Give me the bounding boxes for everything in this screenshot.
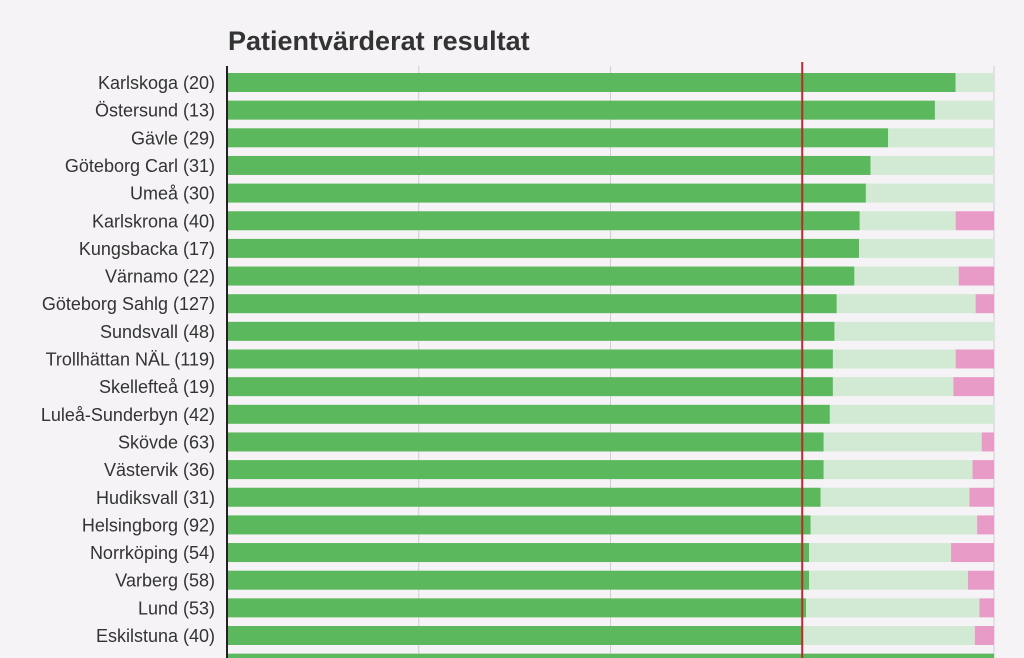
category-label: Sundsvall (48) (100, 322, 215, 342)
bar-segment-0-row-15 (227, 487, 821, 507)
bar-segment-1-row-12 (829, 404, 994, 424)
bar-segment-0-row-12 (227, 404, 830, 424)
bar-segment-1-row-10 (832, 349, 956, 369)
bar-segment-1-row-1 (934, 100, 994, 120)
bar-segment-1-row-14 (823, 460, 973, 480)
bar-segment-0-row-19 (227, 598, 807, 618)
bar-segment-0-row-0 (227, 73, 956, 92)
category-label: Karlskoga (20) (98, 73, 215, 93)
category-label: Göteborg Sahlg (127) (42, 294, 215, 314)
bar-segment-0-row-16 (227, 515, 811, 535)
category-label: Lund (53) (138, 598, 215, 618)
category-label: Eskilstuna (40) (96, 626, 215, 646)
bar-segment-0-row-14 (227, 460, 824, 480)
bar-segment-2-row-14 (972, 460, 994, 480)
bar-segment-0-row-3 (227, 155, 871, 175)
bar-segment-2-row-5 (955, 211, 994, 231)
bar-segment-2-row-18 (967, 570, 994, 590)
bar-segment-1-row-13 (823, 432, 982, 452)
bar-segment-0-row-9 (227, 321, 835, 341)
bar-segment-1-row-15 (820, 487, 970, 507)
bar-segment-0-row-17 (227, 543, 810, 563)
bar-segment-0-row-18 (227, 570, 810, 590)
bar-segment-2-row-8 (975, 294, 994, 314)
bar-segment-0-row-13 (227, 432, 824, 452)
category-label: Skellefteå (19) (99, 377, 215, 397)
bar-segment-0-row-20 (227, 626, 803, 645)
bar-segment-1-row-8 (836, 294, 976, 314)
bar-segment-1-row-11 (832, 377, 954, 397)
bar-segment-0-row-5 (227, 211, 860, 231)
bar-segment-0-row-4 (227, 183, 866, 203)
bar-segment-1-row-20 (802, 626, 975, 645)
bar-segment-0-row-1 (227, 100, 935, 120)
category-label: Karlskrona (40) (92, 211, 215, 231)
category-label: Gävle (29) (131, 128, 215, 148)
bar-segment-0-row-8 (227, 294, 837, 314)
category-label: Varberg (58) (115, 571, 215, 591)
bar-segment-2-row-7 (958, 266, 994, 286)
bar-segment-1-row-0 (955, 73, 994, 92)
bar-segment-1-row-9 (834, 321, 994, 341)
bar-segment-1-row-2 (888, 128, 994, 148)
bar-segment-2-row-20 (974, 626, 994, 645)
category-label: Hudiksvall (31) (96, 488, 215, 508)
category-label: Västervik (36) (104, 460, 215, 480)
category-labels: Karlskoga (20) Östersund (13) Gävle (29) Gö… (41, 73, 215, 646)
bar-segment-2-row-19 (979, 598, 994, 618)
category-label: Trollhättan NÄL (119) (46, 350, 215, 370)
bar-segment-1-row-19 (806, 598, 980, 618)
bar-segment-0-row-7 (227, 266, 855, 286)
chart-title: Patientvärderat resultat (228, 26, 530, 56)
bar-segment-1-row-6 (859, 238, 994, 258)
category-label: Östersund (13) (95, 101, 215, 121)
bar-segment-1-row-4 (865, 183, 994, 203)
category-label: Umeå (30) (130, 184, 215, 204)
category-label: Luleå-Sunderbyn (42) (41, 405, 215, 425)
bar-segment-0-row-10 (227, 349, 833, 369)
bar-segment-0-row-2 (227, 128, 889, 148)
category-label: Göteborg Carl (31) (65, 156, 215, 176)
bar-segment-1-row-18 (809, 570, 968, 590)
bar-segment-1-row-5 (859, 211, 956, 231)
bar-segment-0-row-6 (227, 238, 860, 258)
category-label: Helsingborg (92) (82, 515, 215, 535)
bar-segment-2-row-10 (955, 349, 994, 369)
bar-segment-1-row-16 (810, 515, 978, 535)
bar-segment-1-row-3 (870, 155, 994, 175)
bar-segment-1-row-7 (854, 266, 959, 286)
category-label: Skövde (63) (118, 432, 215, 452)
category-label: Värnamo (22) (105, 267, 215, 287)
bar-segment-2-row-16 (977, 515, 994, 535)
bar-segment-2-row-11 (953, 377, 994, 397)
category-label: Kungsbacka (17) (79, 239, 215, 259)
bar-segment-0-row-11 (227, 377, 833, 397)
bar-segment-2-row-15 (969, 487, 994, 507)
bar-segment-2-row-13 (981, 432, 994, 452)
bar-segment-1-row-17 (809, 543, 952, 563)
category-label: Norrköping (54) (90, 543, 215, 563)
partial-bar-row (227, 653, 994, 658)
bar-segment-2-row-17 (951, 543, 994, 563)
bars (227, 73, 994, 658)
